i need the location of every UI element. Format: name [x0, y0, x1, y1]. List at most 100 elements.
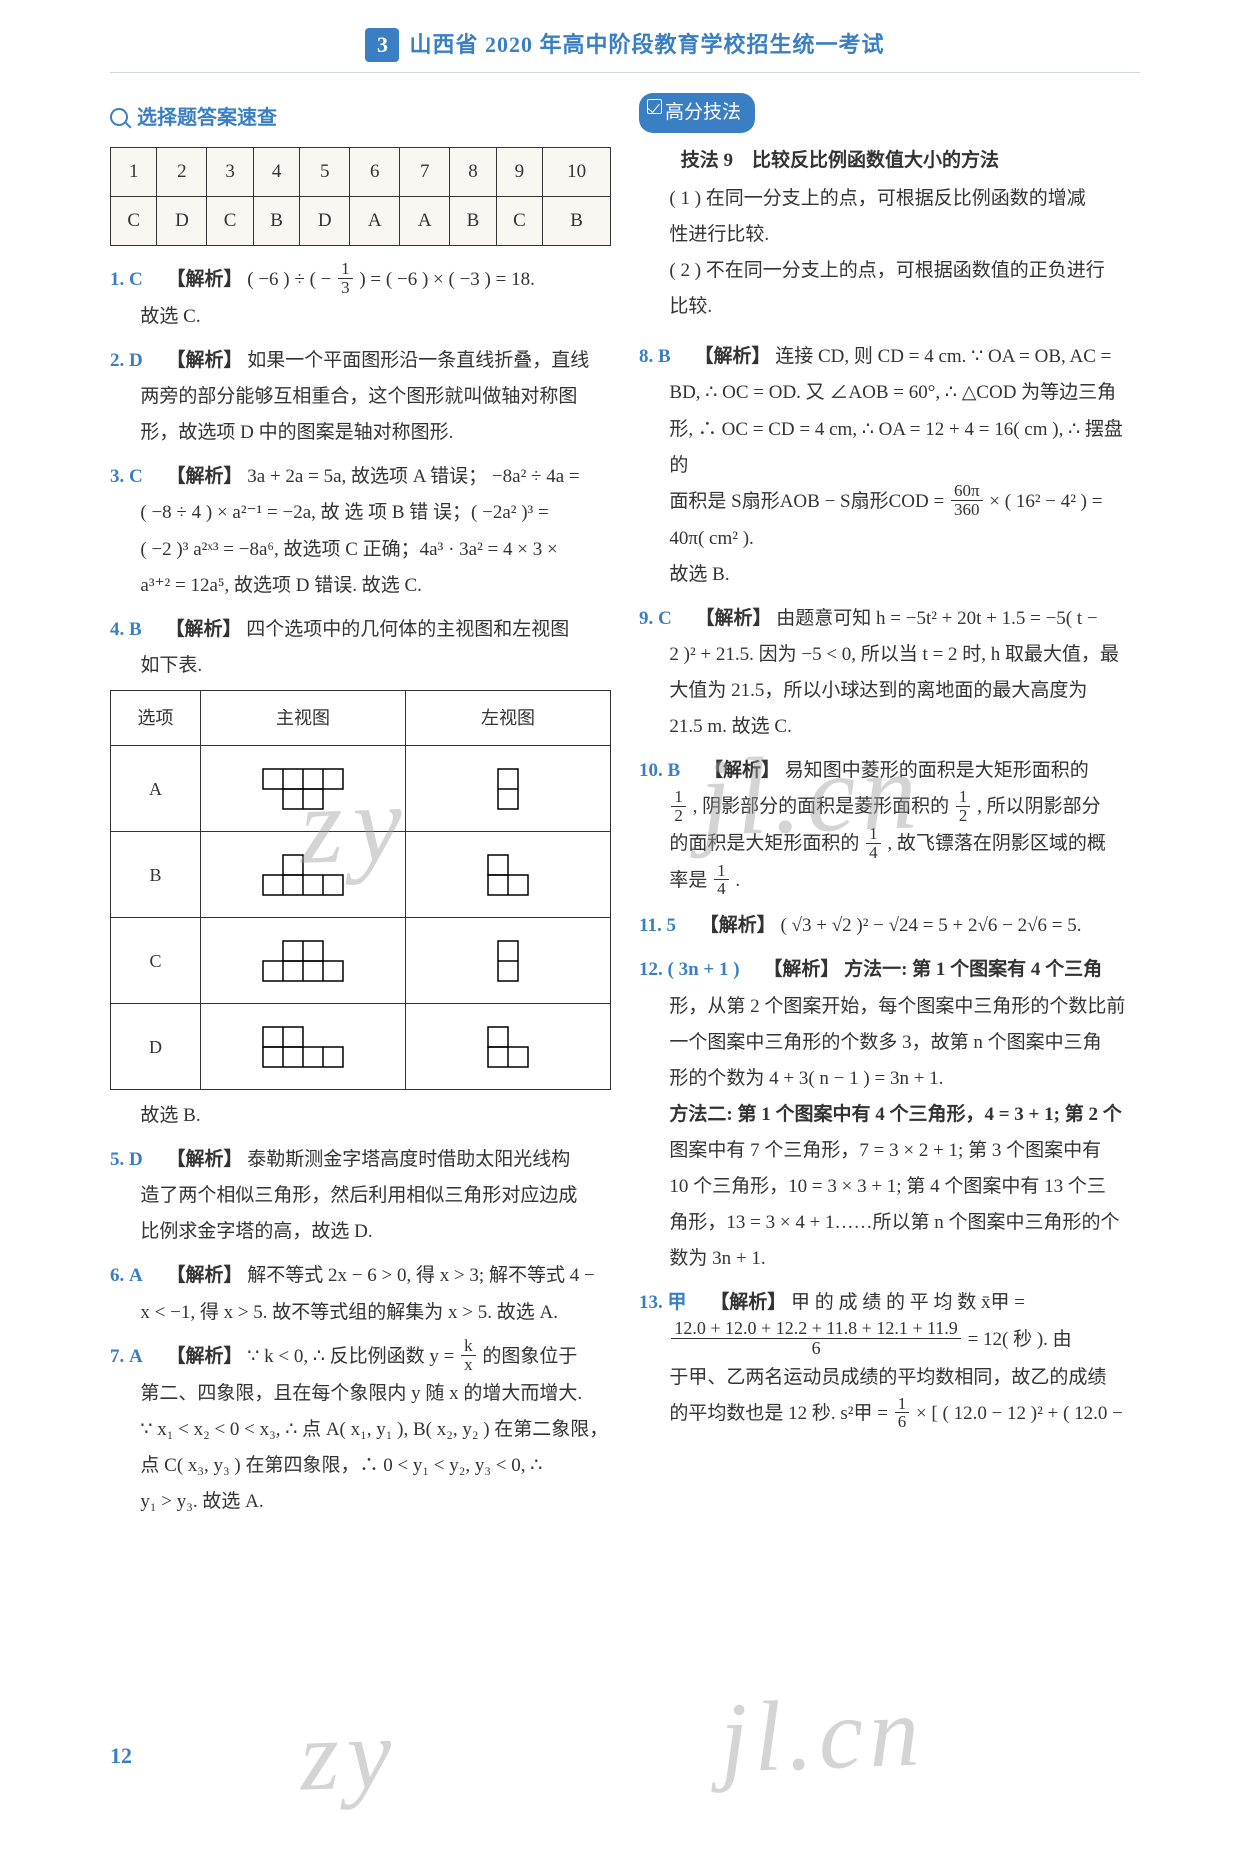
fraction: 12 [671, 788, 686, 825]
answer: 甲 [668, 1292, 687, 1313]
page-number: 12 [110, 1735, 132, 1777]
q-number: 9. [639, 608, 653, 629]
q1-text: ) = ( −6 ) × ( −3 ) = 18. [359, 269, 534, 290]
tip-text: 比较. [639, 289, 1140, 325]
q6-text: x < −1, 得 x > 5. 故不等式组的解集为 x > 5. 故选 A. [110, 1295, 611, 1331]
view-th: 选项 [111, 690, 201, 745]
fraction: 14 [866, 825, 881, 862]
view-th: 主视图 [201, 690, 406, 745]
answer: A [129, 1346, 143, 1367]
side-view-b [406, 832, 611, 918]
question-8: 8. B 【解析】 连接 CD, 则 CD = 4 cm. ∵ OA = OB,… [639, 339, 1140, 593]
answer-table: 1 2 3 4 5 6 7 8 9 10 C D C B D A A B C [110, 147, 611, 246]
q13-text: 甲 的 成 绩 的 平 均 数 x̄甲 = [791, 1292, 1025, 1313]
q12-text: 方法二: 第 1 个图案中有 4 个三角形，4 = 3 + 1; 第 2 个 [639, 1097, 1140, 1133]
shape-icon [253, 936, 353, 986]
side-view-a [406, 746, 611, 832]
answer-letter: B [450, 196, 496, 245]
answer-letter: D [157, 196, 207, 245]
analysis-tag: 【解析】 [704, 760, 780, 781]
q3-text: ( −2 )³ a²ˣ³ = −8a⁶, 故选项 C 正确；4a³ · 3a² … [110, 532, 611, 568]
q5-text: 比例求金字塔的高，故选 D. [110, 1214, 611, 1250]
tip-text: ( 2 ) 不在同一分支上的点，可根据函数值的正负进行 [639, 253, 1140, 289]
front-view-a [201, 746, 406, 832]
analysis-tag: 【解析】 [167, 1265, 243, 1286]
front-view-b [201, 832, 406, 918]
q12-text: 10 个三角形，10 = 3 × 3 + 1; 第 4 个图案中有 13 个三 [639, 1169, 1140, 1205]
view-th: 左视图 [406, 690, 611, 745]
q12-text: 形，从第 2 个图案开始，每个图案中三角形的个数比前 [639, 989, 1140, 1025]
q10-text: 率是 14 . [639, 863, 1140, 900]
q-number: 5. [110, 1149, 124, 1170]
q13-text: 的平均数也是 12 秒. s²甲 = 16 × [ ( 12.0 − 12 )²… [639, 1396, 1140, 1433]
answer-num: 4 [253, 147, 299, 196]
answer: B [129, 619, 142, 640]
orthographic-view-table: 选项 主视图 左视图 A [110, 690, 611, 1090]
answer-num: 1 [111, 147, 157, 196]
q10-text: 易知图中菱形的面积是大矩形面积的 [785, 760, 1089, 781]
question-5: 5. D 【解析】 泰勒斯测金字塔高度时借助太阳光线构 造了两个相似三角形，然后… [110, 1142, 611, 1250]
answer: C [129, 466, 143, 487]
q8-text: 故选 B. [639, 557, 1140, 593]
tip-text: ( 1 ) 在同一分支上的点，可根据反比例函数的增减 [639, 181, 1140, 217]
q10-text: 12 , 阴影部分的面积是菱形面积的 12 , 所以阴影部分 [639, 789, 1140, 826]
answer-num: 3 [207, 147, 253, 196]
q11-text: ( √3 + √2 )² − √24 = 5 + 2√6 − 2√6 = 5. [780, 915, 1081, 936]
analysis-tag: 【解析】 [763, 959, 839, 980]
q10-text: 的面积是大矩形面积的 14 , 故飞镖落在阴影区域的概 [639, 826, 1140, 863]
tip-title: 技法 9 比较反比例函数值大小的方法 [639, 143, 1140, 179]
q4-text: 如下表. [110, 648, 611, 684]
question-9: 9. C 【解析】 由题意可知 h = −5t² + 20t + 1.5 = −… [639, 601, 1140, 745]
q7-text: 的图象位于 [482, 1346, 577, 1367]
q4-conclusion: 故选 B. [110, 1098, 611, 1134]
question-4: 4. B 【解析】 四个选项中的几何体的主视图和左视图 如下表. 选项 主视图 … [110, 612, 611, 1134]
answer: C [129, 269, 143, 290]
q-number: 3. [110, 466, 124, 487]
q-number: 13. [639, 1292, 663, 1313]
q13-text: 于甲、乙两名运动员成绩的平均数相同，故乙的成绩 [639, 1360, 1140, 1396]
answer: B [658, 346, 671, 367]
analysis-tag: 【解析】 [696, 608, 772, 629]
question-11: 11. 5 【解析】 ( √3 + √2 )² − √24 = 5 + 2√6 … [639, 908, 1140, 944]
answer-letter: A [350, 196, 400, 245]
answer: D [129, 350, 143, 371]
answer-num: 2 [157, 147, 207, 196]
q-number: 1. [110, 269, 124, 290]
q2-text: 两旁的部分能够互相重合，这个图形就叫做轴对称图 [110, 379, 611, 415]
q-number: 7. [110, 1346, 124, 1367]
analysis-tag: 【解析】 [167, 350, 243, 371]
q12-text: 数为 3n + 1. [639, 1241, 1140, 1277]
q1-text: ( −6 ) ÷ ( − [247, 269, 331, 290]
q2-text: 形，故选项 D 中的图案是轴对称图形. [110, 415, 611, 451]
answer: 5 [666, 915, 676, 936]
question-7: 7. A 【解析】 ∵ k < 0, ∴ 反比例函数 y = kx 的图象位于 … [110, 1339, 611, 1520]
q12-text: 一个图案中三角形的个数多 3，故第 n 个图案中三角 [639, 1025, 1140, 1061]
search-icon [110, 108, 128, 126]
answer-num: 7 [400, 147, 450, 196]
tip-box: 高分技法 技法 9 比较反比例函数值大小的方法 ( 1 ) 在同一分支上的点，可… [639, 93, 1140, 326]
view-option: B [111, 832, 201, 918]
q-number: 4. [110, 619, 124, 640]
q7-text: ∵ x₁ < x₂ < 0 < x₃, ∴ 点 A( x₁, y₁ ), B( … [110, 1412, 611, 1448]
watermark: jl.cn [717, 1636, 928, 1833]
tip-badge: 高分技法 [639, 93, 755, 133]
fraction: 12 [956, 788, 971, 825]
q8-text: BD, ∴ OC = OD. 又 ∠AOB = 60°, ∴ △COD 为等边三… [639, 375, 1140, 411]
table-row: B [111, 832, 611, 918]
table-row: 1 2 3 4 5 6 7 8 9 10 [111, 147, 611, 196]
analysis-tag: 【解析】 [167, 1149, 243, 1170]
q9-text: 由题意可知 h = −5t² + 20t + 1.5 = −5( t − [776, 608, 1097, 629]
q7-text: y₁ > y₃. 故选 A. [110, 1484, 611, 1520]
tip-text: 性进行比较. [639, 217, 1140, 253]
q12-text: 角形，13 = 3 × 4 + 1……所以第 n 个图案中三角形的个 [639, 1205, 1140, 1241]
question-6: 6. A 【解析】 解不等式 2x − 6 > 0, 得 x > 3; 解不等式… [110, 1258, 611, 1330]
q9-text: 2 )² + 21.5. 因为 −5 < 0, 所以当 t = 2 时, h 取… [639, 637, 1140, 673]
q4-text: 四个选项中的几何体的主视图和左视图 [246, 619, 569, 640]
shape-icon [473, 1022, 543, 1072]
watermark: zy [297, 1658, 403, 1851]
q-number: 2. [110, 350, 124, 371]
q8-text: 面积是 S扇形AOB − S扇形COD = 60π360 × ( 16² − 4… [639, 484, 1140, 557]
view-option: C [111, 918, 201, 1004]
shape-icon [253, 1022, 353, 1072]
q9-text: 21.5 m. 故选 C. [639, 709, 1140, 745]
